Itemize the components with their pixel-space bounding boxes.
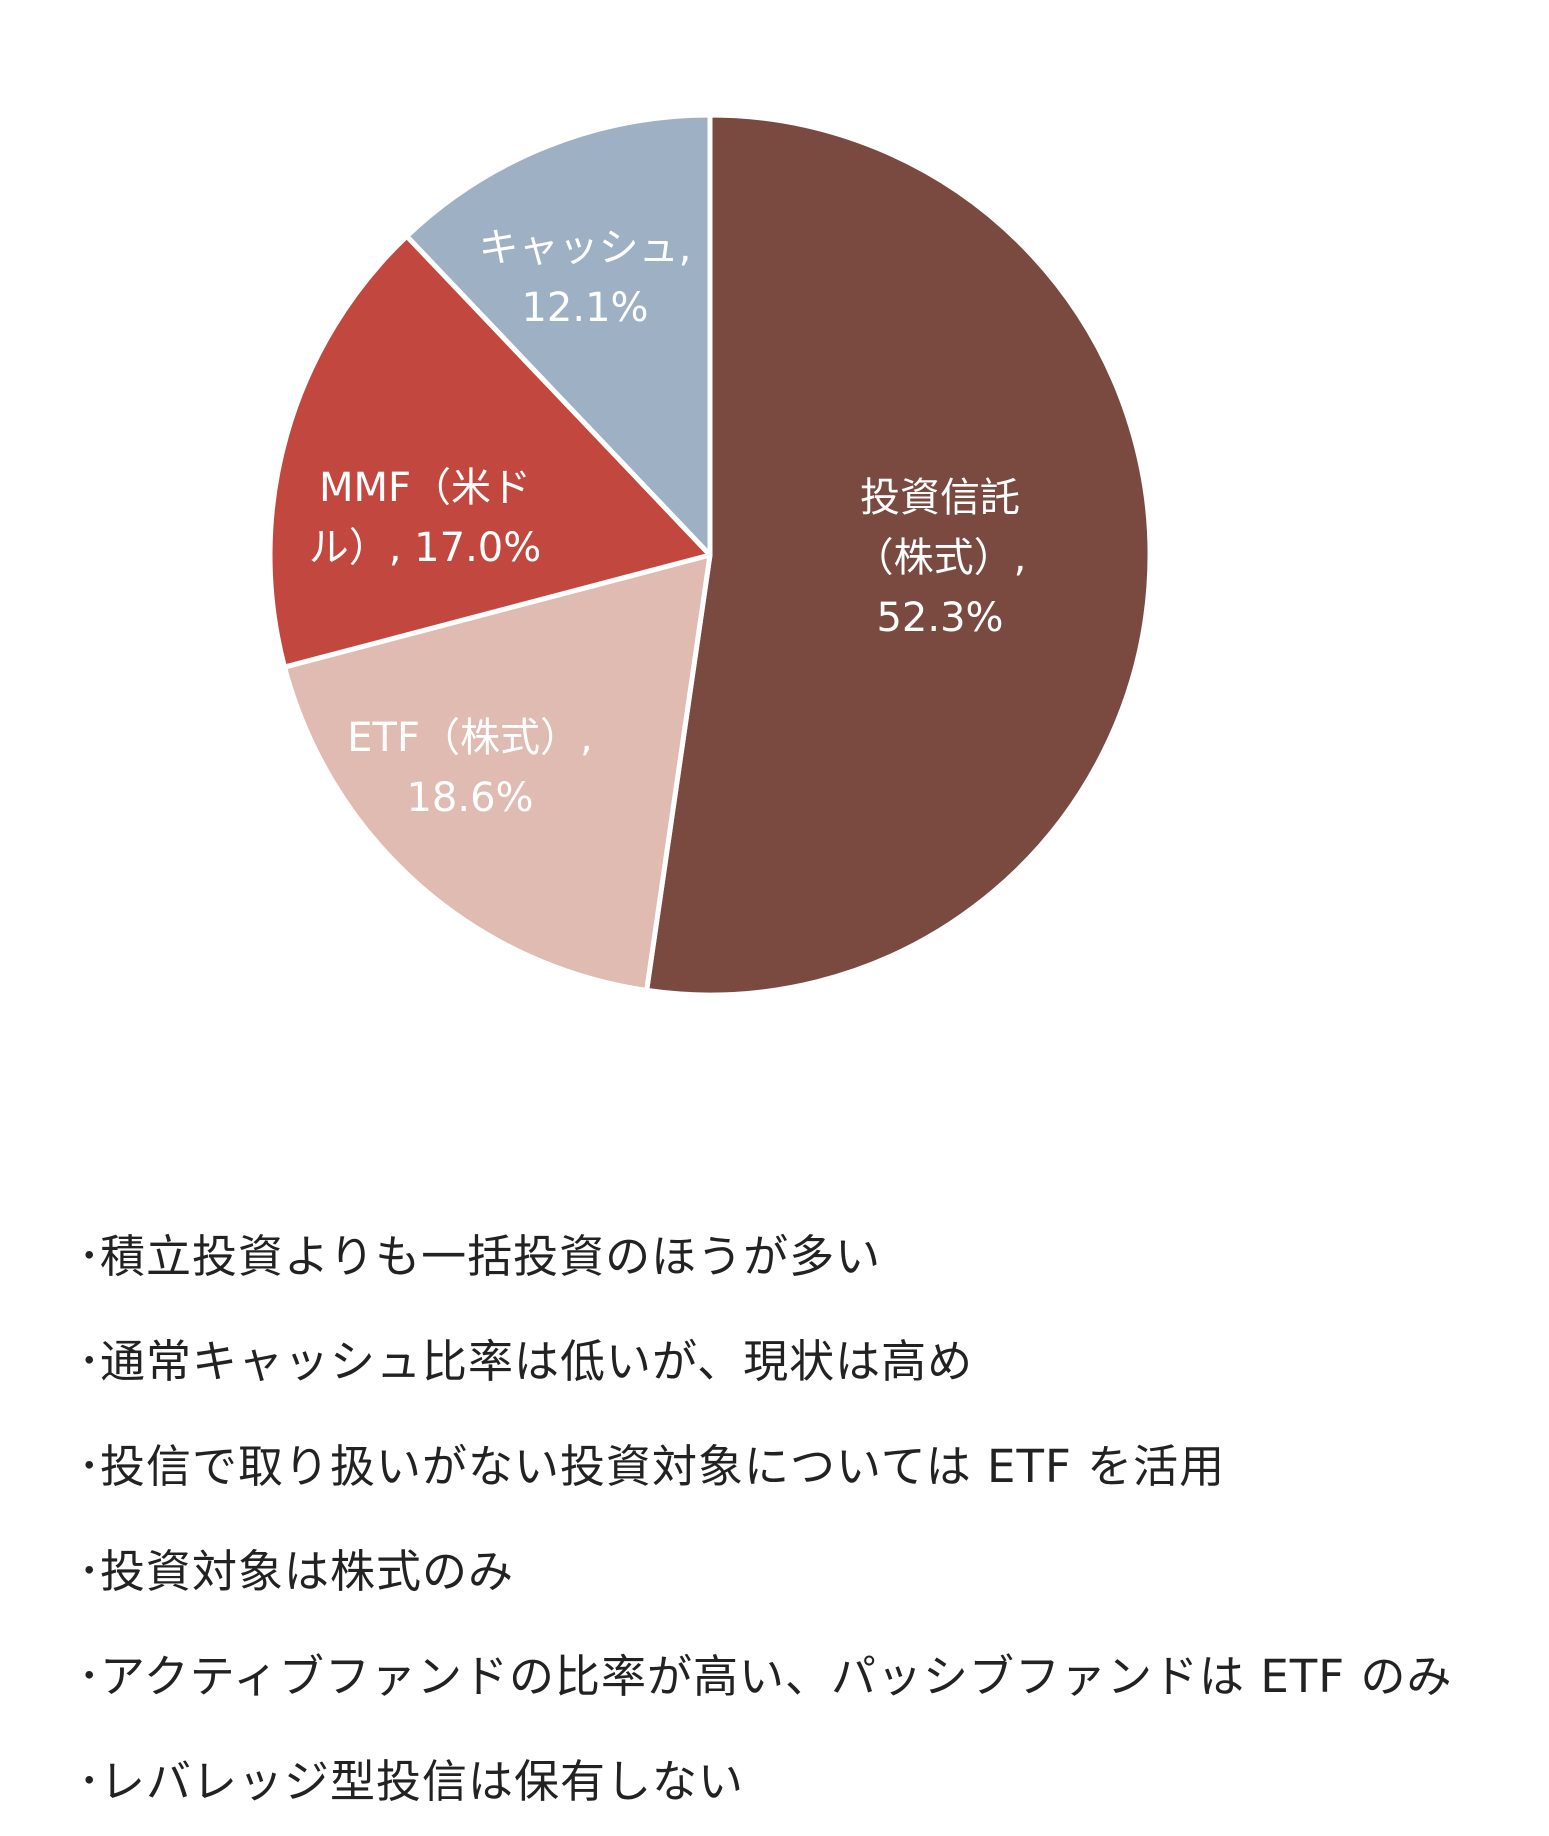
- note-text: レバレッジ型投信は保有しない: [100, 1755, 745, 1808]
- note-text: 投資対象は株式のみ: [100, 1545, 515, 1598]
- note-text: 通常キャッシュ比率は低いが、現状は高め: [100, 1335, 974, 1388]
- note-text: 積立投資よりも一括投資のほうが多い: [100, 1230, 882, 1283]
- note-item: ･投資対象は株式のみ: [78, 1515, 1452, 1620]
- pie-slices: [267, 112, 1153, 998]
- slice-label-line: （株式）,: [854, 535, 1027, 581]
- slice-label-line: 投資信託: [860, 475, 1020, 521]
- bullet: ･: [78, 1230, 102, 1283]
- slice-label: MMF（米ドル）, 17.0%: [309, 465, 542, 571]
- pie-chart: 投資信託 （株式）, 52.3% ETF（株式）, 18.6% MMF（米ドル）, 17.…: [267, 112, 1153, 998]
- note-item: ･レバレッジ型投信は保有しない: [78, 1725, 1452, 1830]
- note-item: ･アクティブファンドの比率が高い、パッシブファンドは ETF のみ: [78, 1620, 1452, 1725]
- note-item: ･積立投資よりも一括投資のほうが多い: [78, 1200, 1452, 1305]
- bullet: ･: [78, 1335, 102, 1388]
- bullet: ･: [78, 1545, 102, 1598]
- pie-slice: [404, 112, 713, 558]
- note-item: ･投信で取り扱いがない投資対象については ETF を活用: [78, 1410, 1452, 1515]
- slice-label-line: キャッシュ,: [479, 225, 692, 271]
- slice-label-line: ETF（株式）,: [347, 715, 592, 761]
- bullet: ･: [78, 1755, 102, 1808]
- note-item: ･通常キャッシュ比率は低いが、現状は高め: [78, 1305, 1452, 1410]
- bullet: ･: [78, 1440, 102, 1493]
- pie-labels: 投資信託 （株式）, 52.3% ETF（株式）, 18.6% MMF（米ドル）, 17.…: [309, 225, 1027, 821]
- bullet: ･: [78, 1650, 102, 1703]
- note-text: アクティブファンドの比率が高い、パッシブファンドは ETF のみ: [100, 1650, 1453, 1703]
- slice-label: 投資信託 （株式）, 52.3%: [854, 475, 1027, 641]
- pie-slice: [267, 233, 713, 670]
- slice-label-line: MMF（米ド: [319, 465, 531, 511]
- slice-label-line: 18.6%: [406, 775, 533, 821]
- notes-list: ･積立投資よりも一括投資のほうが多い ･通常キャッシュ比率は低いが、現状は高め …: [78, 1200, 1452, 1830]
- slice-label-line: ル）, 17.0%: [309, 525, 542, 571]
- slice-label-line: 52.3%: [876, 595, 1003, 641]
- slice-label: ETF（株式）, 18.6%: [347, 715, 592, 821]
- pie-slice: [644, 112, 1153, 998]
- slice-label-line: 12.1%: [521, 285, 648, 331]
- pie-slice: [282, 552, 713, 993]
- note-text: 投信で取り扱いがない投資対象については ETF を活用: [100, 1440, 1226, 1493]
- slice-label: キャッシュ, 12.1%: [479, 225, 692, 331]
